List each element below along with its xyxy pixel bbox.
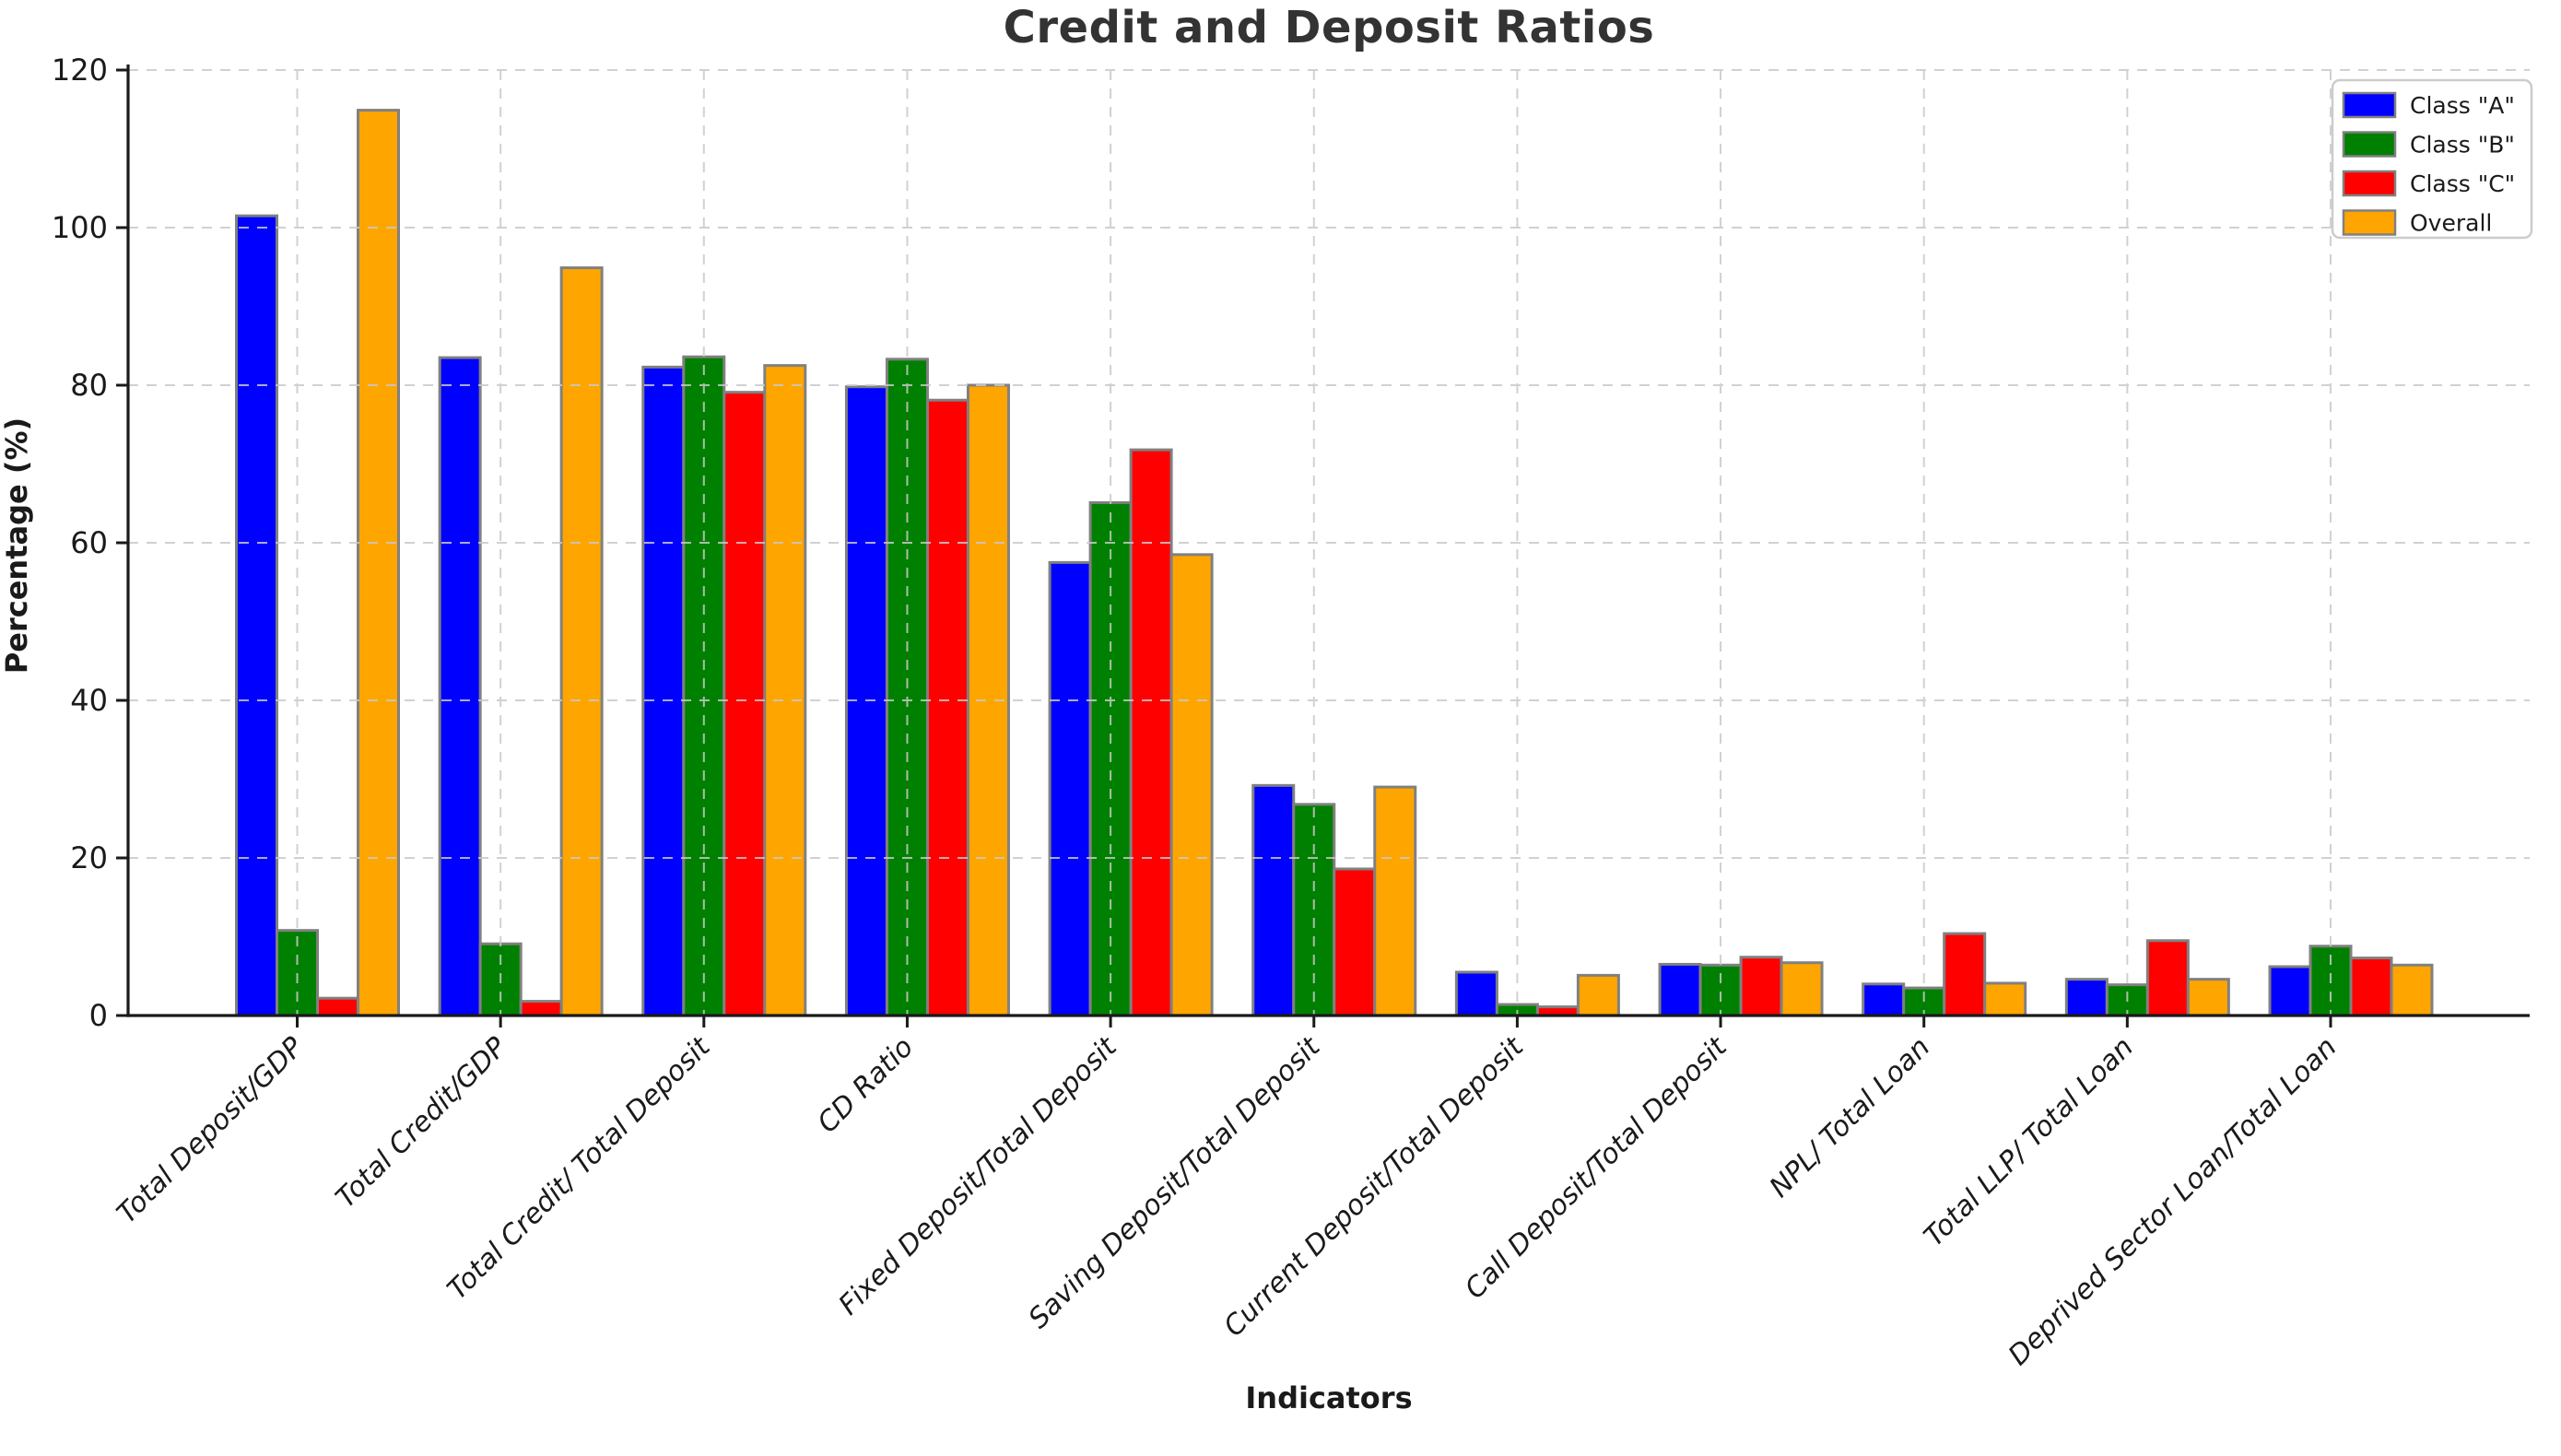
bar <box>2145 939 2190 1017</box>
legend-swatch <box>2342 170 2397 197</box>
bar <box>357 109 400 1017</box>
x-tick-label: NPL/ Total Loan <box>1764 1031 1937 1204</box>
y-tick-label: 80 <box>70 368 108 403</box>
bar <box>1169 553 1214 1017</box>
bar <box>1292 803 1336 1017</box>
y-axis-label: Percentage (%) <box>0 417 34 675</box>
legend: Class "A" Class "B" Class "C" Overall <box>2331 78 2533 240</box>
bar <box>1333 867 1377 1017</box>
bar <box>2186 978 2230 1017</box>
legend-label: Class "C" <box>2410 170 2515 197</box>
bar <box>2349 957 2393 1017</box>
bar <box>763 364 807 1017</box>
bar <box>316 996 359 1017</box>
x-tick-label: CD Ratio <box>812 1031 921 1140</box>
legend-swatch <box>2342 131 2397 158</box>
bar <box>2268 965 2312 1017</box>
x-axis-label: Indicators <box>1245 1380 1413 1415</box>
y-tick-label: 60 <box>70 525 108 560</box>
bar <box>1739 956 1783 1017</box>
legend-swatch <box>2342 91 2397 119</box>
chart-title: Credit and Deposit Ratios <box>1003 2 1655 53</box>
x-tick-label: Total Deposit/GDP <box>111 1030 310 1229</box>
bar <box>235 214 278 1017</box>
bar <box>559 266 604 1017</box>
x-tick-label: Total LLP/ Total Loan <box>1918 1031 2140 1253</box>
bar <box>1576 973 1620 1017</box>
bar <box>1048 560 1092 1017</box>
bar <box>1943 932 1987 1017</box>
legend-label: Class "B" <box>2410 132 2515 159</box>
bar <box>1251 783 1296 1017</box>
bar <box>641 365 686 1017</box>
x-tick-label: Deprived Sector Loan/Total Loan <box>2003 1031 2344 1372</box>
y-tick-label: 20 <box>70 840 108 875</box>
bar <box>1698 963 1743 1017</box>
legend-swatch <box>2342 209 2397 236</box>
legend-box <box>2331 78 2533 240</box>
bar <box>2064 978 2109 1017</box>
y-tick-label: 120 <box>52 53 108 88</box>
x-tick-label: Total Credit/GDP <box>330 1030 514 1215</box>
y-tick-label: 40 <box>70 683 108 718</box>
bar <box>1862 982 1906 1017</box>
bar <box>925 398 969 1017</box>
bar <box>1983 981 2027 1017</box>
bar <box>438 356 482 1017</box>
bar <box>1658 962 1702 1017</box>
bar <box>722 391 767 1017</box>
bar <box>519 1000 563 1017</box>
legend-label: Class "A" <box>2410 92 2515 119</box>
bars-layer <box>235 109 2434 1017</box>
bar <box>1373 785 1417 1017</box>
y-tick-label: 100 <box>52 210 108 245</box>
bar <box>1780 961 1824 1017</box>
y-tick-label: 0 <box>89 998 108 1033</box>
legend-label: Overall <box>2410 210 2492 237</box>
bar <box>2390 963 2434 1017</box>
bar <box>1129 448 1173 1017</box>
bar <box>1454 970 1498 1017</box>
